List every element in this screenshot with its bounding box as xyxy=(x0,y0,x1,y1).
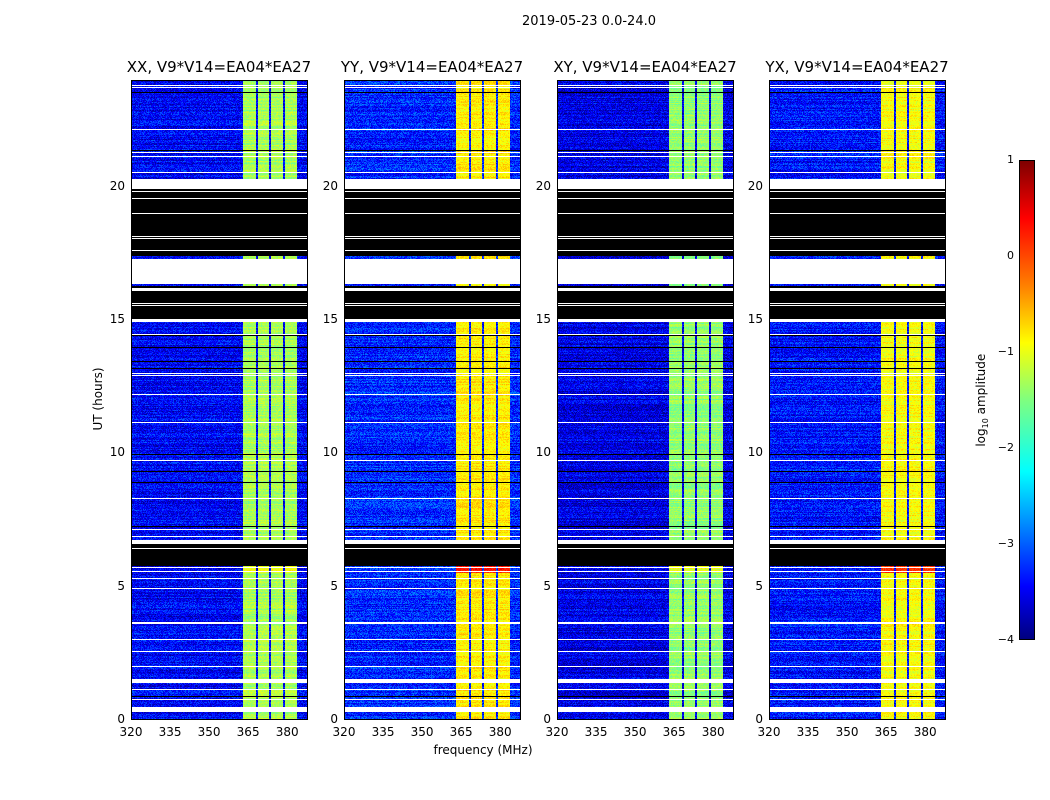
y-tick-label: 0 xyxy=(330,712,338,726)
y-tick-label: 15 xyxy=(535,312,551,326)
x-tick-label: 380 xyxy=(488,725,512,739)
y-axis-label: UT (hours) xyxy=(91,367,105,431)
y-tick-label: 20 xyxy=(322,178,338,193)
y-tick-label: 15 xyxy=(109,312,125,326)
x-axis-label: frequency (MHz) xyxy=(433,743,533,757)
y-tick-label: 0 xyxy=(543,712,551,726)
x-tick-label: 350 xyxy=(197,725,221,739)
panel-title: XY, V9*V14=EA04*EA27 xyxy=(553,58,737,76)
spectrogram-panel xyxy=(557,80,734,720)
y-tick-label: 5 xyxy=(330,578,338,593)
x-tick-label: 350 xyxy=(410,725,434,739)
x-tick-label: 350 xyxy=(835,725,859,739)
x-tick-label: 380 xyxy=(701,725,725,739)
x-tick-label: 335 xyxy=(371,725,395,739)
y-tick-label: 10 xyxy=(322,445,338,460)
y-tick-label: 5 xyxy=(755,578,763,593)
y-tick-label: 20 xyxy=(535,178,551,193)
y-tick-label: 5 xyxy=(543,578,551,593)
panel-title: YX, V9*V14=EA04*EA27 xyxy=(765,58,949,76)
waterfall-image xyxy=(770,81,945,719)
x-tick-label: 380 xyxy=(913,725,937,739)
x-tick-label: 320 xyxy=(757,725,781,739)
x-tick-label: 335 xyxy=(158,725,182,739)
colorbar-tick-label: 1 xyxy=(1007,153,1014,166)
x-tick-label: 320 xyxy=(545,725,569,739)
colorbar-tick-label: −1 xyxy=(997,345,1014,358)
x-tick-label: 320 xyxy=(119,725,143,739)
x-tick-label: 365 xyxy=(236,725,260,739)
x-tick-label: 365 xyxy=(874,725,898,739)
waterfall-image xyxy=(132,81,307,719)
y-tick-label: 10 xyxy=(535,445,551,460)
y-tick-label: 20 xyxy=(747,178,763,193)
x-tick-label: 365 xyxy=(449,725,473,739)
panel-title: YY, V9*V14=EA04*EA27 xyxy=(340,58,524,76)
y-tick-label: 15 xyxy=(322,312,338,326)
y-tick-label: 0 xyxy=(117,712,125,726)
x-tick-label: 350 xyxy=(623,725,647,739)
y-tick-label: 0 xyxy=(755,712,763,726)
spectrogram-panel xyxy=(344,80,521,720)
spectrogram-panel xyxy=(769,80,946,720)
colorbar-tick-label: 0 xyxy=(1007,249,1014,262)
y-tick-label: 20 xyxy=(109,178,125,193)
spectrogram-panel xyxy=(131,80,308,720)
y-tick-label: 5 xyxy=(117,578,125,593)
x-tick-label: 365 xyxy=(662,725,686,739)
colorbar-tick-label: −3 xyxy=(997,537,1014,550)
panel-title: XX, V9*V14=EA04*EA27 xyxy=(126,58,312,76)
waterfall-image xyxy=(345,81,520,719)
x-tick-label: 335 xyxy=(796,725,820,739)
y-tick-label: 10 xyxy=(747,445,763,460)
y-tick-label: 10 xyxy=(109,445,125,460)
x-tick-label: 380 xyxy=(275,725,299,739)
colorbar xyxy=(1019,160,1035,640)
y-tick-label: 15 xyxy=(747,312,763,326)
colorbar-tick-label: −2 xyxy=(997,441,1014,454)
x-tick-label: 320 xyxy=(332,725,356,739)
figure-title: 2019-05-23 0.0-24.0 xyxy=(522,14,656,29)
colorbar-tick-label: −4 xyxy=(997,633,1014,646)
waterfall-image xyxy=(558,81,733,719)
x-tick-label: 335 xyxy=(584,725,608,739)
